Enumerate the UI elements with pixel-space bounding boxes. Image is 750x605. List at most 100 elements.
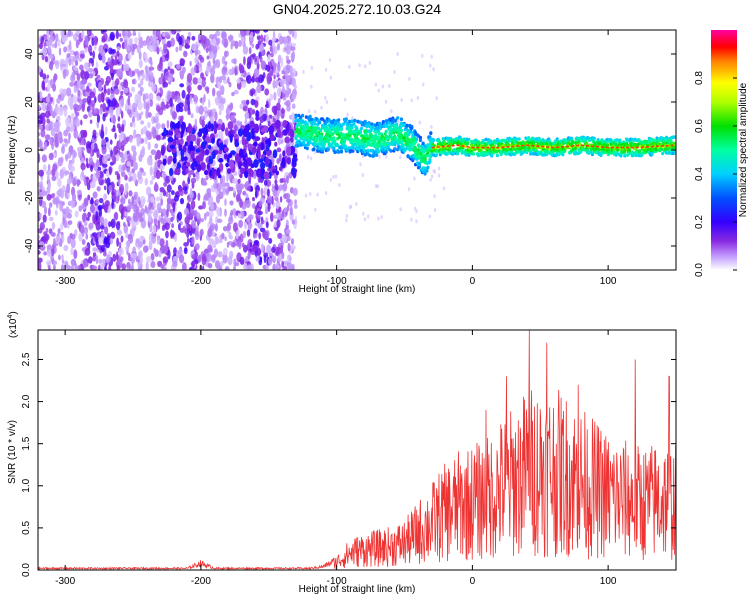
heatmap-cell [129, 136, 132, 143]
heatmap-cell [69, 40, 72, 50]
heatmap-cell [197, 138, 200, 146]
heatmap-cell [147, 122, 151, 128]
heatmap-cell [172, 27, 175, 34]
heatmap-cell [53, 260, 57, 265]
heatmap-cell [212, 171, 215, 179]
heatmap-cell [137, 45, 141, 53]
heatmap-cell [42, 117, 45, 126]
heatmap-cell [202, 119, 205, 128]
heatmap-cell [148, 58, 151, 64]
heatmap-cell [247, 186, 251, 190]
heatmap-cell [412, 137, 416, 141]
heatmap-cell [45, 110, 50, 118]
heatmap-cell [205, 128, 209, 133]
heatmap-cell [393, 70, 395, 74]
heatmap-cell [326, 139, 330, 143]
heatmap-cell [157, 235, 160, 245]
heatmap-cell [187, 238, 189, 245]
heatmap-cell [222, 67, 227, 76]
colorbar-tick-label: 0.2 [694, 215, 705, 229]
heatmap-cell [52, 164, 57, 172]
heatmap-cell [245, 112, 250, 119]
y-tick-label: 40 [24, 48, 35, 60]
heatmap-cell [69, 82, 74, 87]
heatmap-cell [348, 65, 350, 69]
heatmap-cell [83, 114, 88, 119]
heatmap-cell [238, 240, 241, 249]
heatmap-cell [126, 161, 130, 167]
heatmap-cell [362, 139, 366, 143]
heatmap-cell [37, 105, 41, 110]
heatmap-cell [226, 188, 229, 194]
heatmap-cell [340, 139, 344, 143]
heatmap-cell [179, 255, 184, 264]
heatmap-cell [133, 129, 136, 139]
heatmap-cell [235, 67, 237, 75]
heatmap-cell [309, 141, 312, 145]
heatmap-cell [102, 146, 107, 155]
heatmap-cell [226, 51, 229, 57]
heatmap-cell [138, 101, 143, 110]
chart-title: GN04.2025.272.10.03.G24 [273, 1, 441, 17]
heatmap-cell [118, 139, 121, 147]
heatmap-cell [43, 49, 47, 54]
heatmap-cell [281, 109, 286, 115]
heatmap-cell [419, 136, 422, 140]
colorbar-gradient [711, 30, 737, 270]
heatmap-cell [422, 83, 424, 87]
heatmap-cell [50, 54, 54, 60]
heatmap-cell [340, 150, 343, 154]
heatmap-cell [84, 130, 87, 138]
heatmap-cell [179, 83, 184, 87]
heatmap-cell [237, 179, 240, 184]
heatmap-cell [98, 82, 102, 92]
heatmap-cell [443, 186, 445, 190]
heatmap-cell [47, 249, 52, 256]
heatmap-cell [282, 93, 286, 98]
heatmap-cell [125, 186, 127, 195]
heatmap-cell [154, 143, 158, 148]
heatmap-cell [295, 216, 297, 220]
heatmap-cell [326, 100, 328, 104]
heatmap-cell [55, 60, 59, 69]
heatmap-cell [111, 74, 114, 81]
heatmap-cell [119, 184, 124, 193]
heatmap-cell [272, 39, 275, 48]
heatmap-cell [66, 53, 70, 58]
heatmap-cell [223, 248, 228, 256]
heatmap-cell [260, 34, 263, 43]
heatmap-cell [352, 122, 355, 126]
heatmap-cell [177, 212, 182, 221]
heatmap-cell [134, 69, 139, 73]
heatmap-cell [222, 56, 226, 64]
heatmap-cell [225, 267, 229, 271]
heatmap-cell [133, 28, 136, 34]
heatmap-cell [190, 134, 196, 141]
heatmap-cell [385, 155, 387, 159]
heatmap-cell [74, 52, 78, 56]
heatmap-cell [51, 248, 54, 256]
heatmap-cell [92, 265, 98, 270]
heatmap-cell [119, 134, 124, 141]
heatmap-cell [206, 211, 209, 216]
heatmap-cell [46, 170, 51, 176]
heatmap-cell [284, 102, 288, 106]
heatmap-cell [104, 226, 108, 234]
heatmap-cell [245, 125, 249, 132]
heatmap-cell [133, 162, 138, 171]
heatmap-cell [335, 130, 339, 134]
heatmap-cell [136, 114, 139, 122]
heatmap-cell [117, 265, 120, 274]
heatmap-cell [253, 53, 256, 58]
heatmap-cell [109, 166, 112, 175]
heatmap-cell [131, 223, 136, 228]
heatmap-cell [238, 161, 243, 167]
heatmap-cell [101, 124, 103, 133]
heatmap-cell [230, 102, 233, 111]
heatmap-cell [431, 175, 433, 179]
heatmap-cell [75, 86, 79, 92]
heatmap-cell [120, 91, 123, 96]
heatmap-cell [284, 137, 290, 144]
heatmap-cell [344, 98, 346, 102]
